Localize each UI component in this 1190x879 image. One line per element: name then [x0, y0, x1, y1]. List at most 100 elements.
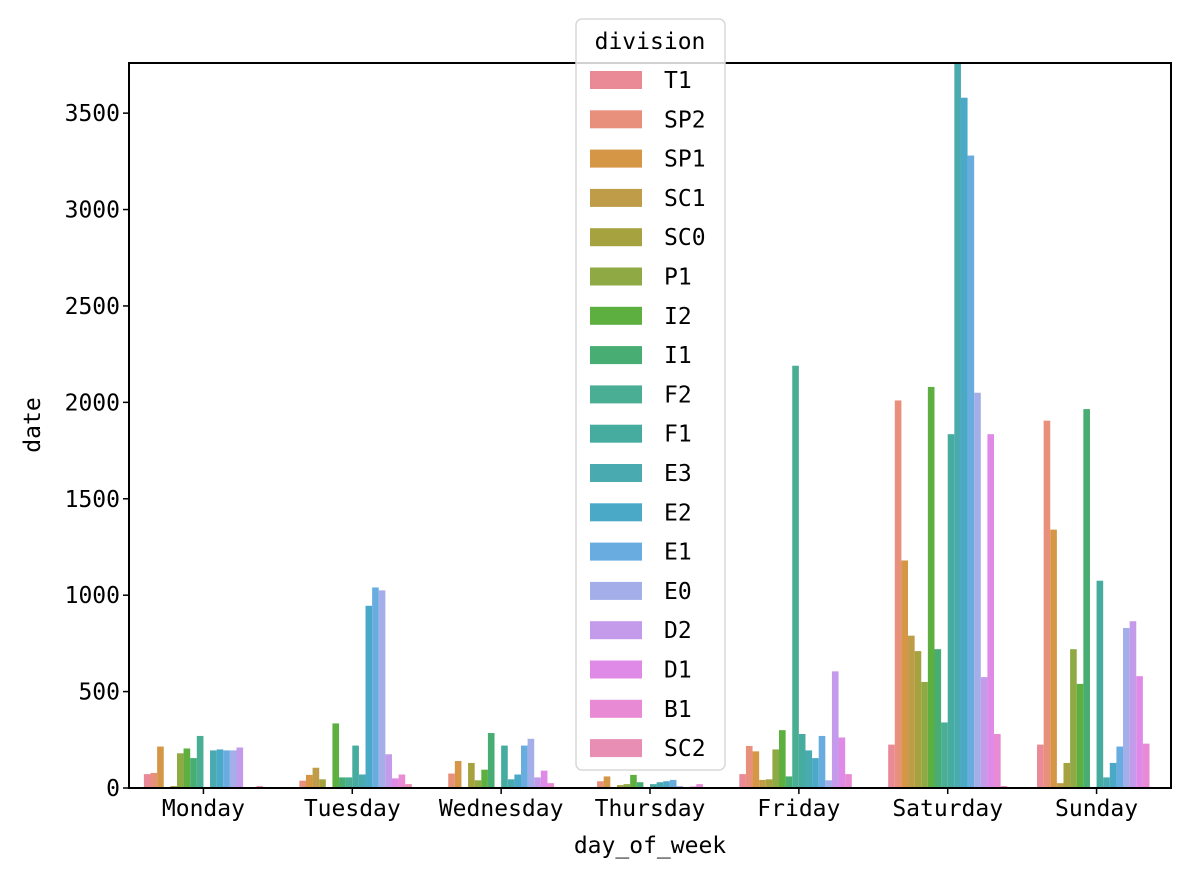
legend-swatch-I2 — [590, 306, 642, 325]
bar-P1-Saturday — [921, 681, 928, 788]
bar-I1-Sunday — [1083, 409, 1090, 788]
bar-E3-Thursday — [656, 782, 664, 788]
bar-D1-Wednesday — [540, 770, 548, 788]
bar-D2-Saturday — [980, 677, 988, 788]
bar-E1-Monday — [223, 750, 230, 788]
legend-swatch-E2 — [590, 503, 642, 522]
bar-I2-Monday — [183, 748, 191, 788]
bar-E3-Sunday — [1103, 777, 1110, 788]
bar-I2-Thursday — [630, 774, 637, 788]
legend-swatch-P1 — [590, 267, 642, 286]
bar-SP1-Friday — [752, 751, 760, 788]
bar-F1-Sunday — [1096, 580, 1104, 788]
bar-E1-Tuesday — [372, 587, 379, 788]
bar-F1-Friday — [798, 734, 806, 788]
bar-F1-Wednesday — [501, 745, 508, 788]
bar-SC1-Friday — [759, 779, 766, 788]
legend-swatch-F2 — [590, 385, 642, 404]
legend-label-SP2: SP2 — [664, 107, 706, 133]
bar-SP2-Saturday — [894, 400, 902, 788]
bar-SC1-Sunday — [1056, 783, 1064, 788]
x-tick-label: Sunday — [1055, 796, 1138, 822]
bar-E2-Wednesday — [514, 774, 521, 788]
y-tick-label: 1500 — [65, 487, 120, 513]
legend-label-D2: D2 — [664, 618, 692, 644]
bar-F2-Saturday — [941, 722, 948, 788]
bar-D2-Sunday — [1129, 621, 1137, 788]
bar-E2-Saturday — [960, 97, 968, 788]
bar-SP2-Thursday — [597, 781, 604, 788]
legend: division T1 SP2 SP1 SC1 SC0 P1 I2 I1 F2 F1 E3 E2 E1 E… — [575, 18, 726, 771]
bar-P1-Sunday — [1070, 649, 1077, 788]
x-tick-label: Saturday — [892, 796, 1003, 822]
legend-swatch-D2 — [590, 621, 642, 640]
legend-swatch-SC2 — [590, 739, 642, 758]
bar-I2-Saturday — [927, 386, 935, 788]
bar-D1-Saturday — [987, 434, 995, 788]
legend-swatch-E1 — [590, 542, 642, 561]
bar-B1-Wednesday — [547, 783, 555, 788]
bar-E2-Monday — [216, 749, 224, 788]
bar-B1-Saturday — [994, 734, 1001, 788]
y-tick-label: 2500 — [65, 294, 120, 320]
bar-I1-Wednesday — [487, 733, 495, 788]
x-tick-label: Thursday — [595, 796, 706, 822]
bar-SC0-Wednesday — [468, 762, 475, 788]
bar-E2-Friday — [812, 758, 819, 788]
legend-swatch-F1 — [590, 424, 642, 443]
bar-E2-Tuesday — [365, 605, 373, 788]
legend-label-D1: D1 — [664, 658, 692, 684]
x-tick-label: Wednesday — [439, 796, 564, 822]
bar-SC0-Saturday — [914, 651, 922, 788]
legend-label-E2: E2 — [664, 500, 692, 526]
bar-E1-Wednesday — [520, 745, 528, 788]
bar-F1-Tuesday — [352, 745, 359, 788]
legend-label-SC2: SC2 — [664, 736, 706, 762]
bar-E3-Saturday — [954, 63, 961, 788]
bar-D2-Wednesday — [534, 777, 541, 788]
bar-SC1-Tuesday — [312, 767, 320, 788]
y-axis: 0 500 1000 1500 2000 2500 3000 3500 — [65, 101, 129, 802]
legend-label-T1: T1 — [664, 68, 692, 94]
y-tick-label: 3000 — [65, 198, 120, 224]
bar-I2-Wednesday — [481, 769, 488, 788]
bar-B1-Thursday — [696, 784, 703, 788]
legend-swatch-E3 — [590, 464, 642, 482]
bar-F2-Friday — [792, 365, 799, 788]
bar-I2-Friday — [779, 730, 786, 788]
bar-E0-Friday — [825, 780, 832, 788]
x-tick-label: Friday — [757, 796, 840, 822]
bar-P1-Friday — [772, 749, 780, 788]
bar-D1-Tuesday — [391, 778, 399, 788]
y-tick-label: 500 — [78, 680, 120, 706]
bar-I1-Friday — [785, 776, 793, 788]
bar-P1-Monday — [176, 753, 184, 788]
bar-SP2-Tuesday — [299, 780, 306, 788]
bars-layer — [143, 63, 1157, 789]
bar-I2-Sunday — [1076, 683, 1084, 788]
legend-label-SC1: SC1 — [664, 186, 706, 212]
legend-swatch-SP2 — [590, 110, 642, 129]
bar-I1-Thursday — [636, 782, 644, 788]
bar-T1-Sunday — [1037, 744, 1044, 788]
bar-E1-Friday — [818, 735, 826, 788]
legend-title: division — [595, 29, 706, 55]
legend-swatch-SP1 — [590, 149, 642, 168]
bar-F2-Tuesday — [345, 777, 353, 788]
bar-SC2-Tuesday — [405, 784, 412, 788]
x-tick-label: Monday — [162, 796, 245, 822]
bar-I1-Tuesday — [339, 777, 346, 788]
legend-label-F2: F2 — [664, 382, 692, 408]
bar-E1-Sunday — [1116, 746, 1124, 788]
bar-F1-Thursday — [650, 784, 657, 788]
bar-B1-Sunday — [1142, 743, 1150, 788]
bar-B1-Tuesday — [398, 774, 406, 788]
y-tick-label: 3500 — [65, 101, 120, 127]
bar-SC0-Friday — [765, 779, 773, 788]
bar-E3-Tuesday — [358, 774, 366, 788]
legend-label-P1: P1 — [664, 265, 692, 291]
bar-SC0-Thursday — [616, 785, 624, 788]
y-tick-label: 0 — [106, 776, 120, 802]
bar-D1-Sunday — [1136, 676, 1143, 788]
